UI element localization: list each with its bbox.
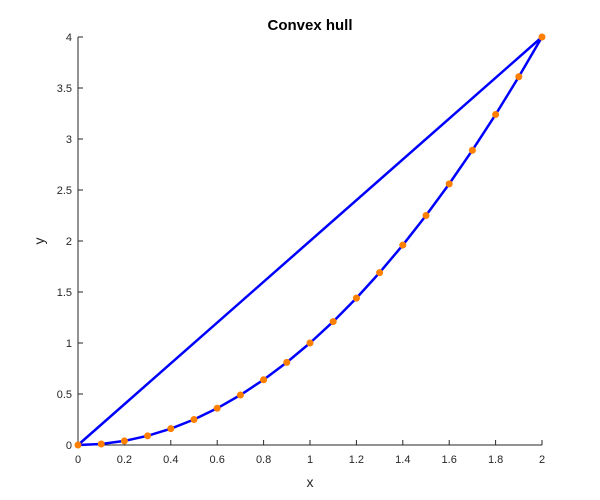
data-point xyxy=(283,358,291,366)
x-tick-label: 1.8 xyxy=(488,454,503,466)
data-point xyxy=(376,269,384,277)
y-tick-label: 0.5 xyxy=(57,389,72,401)
data-point xyxy=(329,318,337,326)
data-point xyxy=(190,416,198,423)
data-point xyxy=(236,391,244,399)
data-point xyxy=(492,111,500,119)
y-tick-label: 1 xyxy=(66,338,72,350)
data-point xyxy=(144,432,152,440)
y-tick-label: 0 xyxy=(66,440,72,452)
data-point xyxy=(422,212,430,219)
data-point xyxy=(306,339,314,347)
x-tick-label: 1.6 xyxy=(442,454,457,466)
data-point xyxy=(538,33,546,41)
data-point xyxy=(167,425,175,433)
x-tick-label: 0.6 xyxy=(210,454,225,466)
x-tick-label: 0.2 xyxy=(117,454,132,466)
data-point xyxy=(97,440,105,448)
data-point xyxy=(120,437,128,445)
data-point xyxy=(468,146,476,154)
chart-title: Convex hull xyxy=(267,17,352,34)
y-tick-label: 1.5 xyxy=(57,287,72,299)
data-point xyxy=(352,294,360,302)
axes: 0 0.2 0.4 0.6 0.8 1 1.2 1.4 1.6 1.8 2 0 0.5 1 1.5 2 2.5 3… xyxy=(57,32,545,466)
y-axis-label: y xyxy=(31,238,47,245)
x-tick-label: 0.4 xyxy=(163,454,178,466)
x-tick-label: 0.8 xyxy=(256,454,271,466)
y-tick-label: 4 xyxy=(66,32,72,44)
y-tick-label: 2 xyxy=(66,236,72,248)
x-axis-label: x xyxy=(307,474,314,490)
data-point xyxy=(399,241,407,249)
y-tick-label: 3 xyxy=(66,134,72,146)
data-point xyxy=(515,73,523,81)
series-layer xyxy=(74,33,546,449)
hull-line xyxy=(77,35,544,447)
x-tick-label: 1.2 xyxy=(349,454,364,466)
data-point xyxy=(260,376,268,384)
y-tick-label: 2.5 xyxy=(57,185,72,197)
x-tick-label: 0 xyxy=(75,454,81,466)
data-point xyxy=(74,441,82,449)
data-point xyxy=(445,180,453,188)
x-tick-label: 1.4 xyxy=(395,454,410,466)
data-point xyxy=(213,404,221,412)
x-tick-label: 2 xyxy=(539,454,545,466)
y-tick-label: 3.5 xyxy=(57,83,72,95)
x-tick-label: 1 xyxy=(307,454,313,466)
